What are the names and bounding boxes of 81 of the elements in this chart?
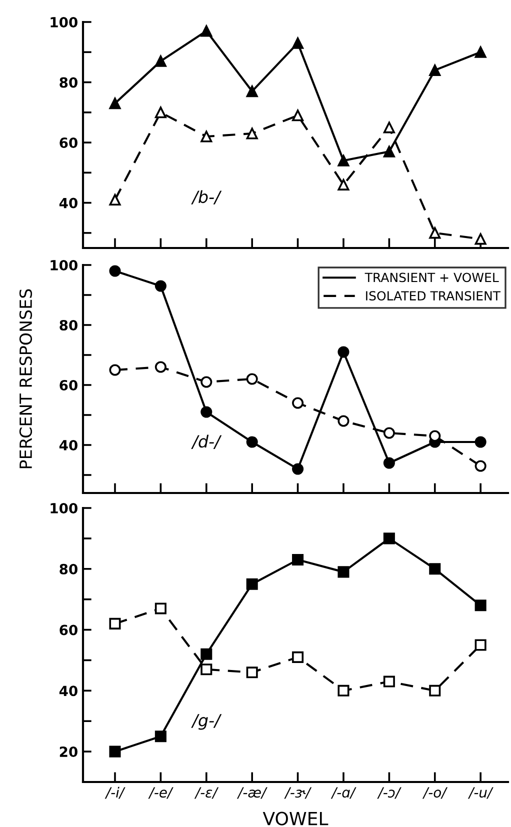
legend-label: TRANSIENT + VOWEL [364,272,499,282]
point [292,554,304,566]
y-tick-label: 20 [60,746,78,758]
point [474,436,486,448]
point [246,578,258,590]
x-axis-title: VOWEL [262,812,328,826]
y-tick-label: 80 [60,77,78,88]
point [338,346,350,358]
point [154,730,166,742]
point [292,37,304,49]
y-tick-label: 40 [59,198,78,208]
point [154,602,166,614]
y-axis-title: PERCENT RESPONSES [19,289,32,468]
y-tick-label: 40 [59,440,78,450]
point [474,46,486,58]
point [200,406,212,418]
x-tick-label: /-i/ [104,786,126,799]
annotation: /b-/ [191,190,222,204]
point [429,64,441,76]
point [154,55,166,67]
point [109,746,121,758]
point [383,457,395,469]
y-tick-label: 40 [59,686,78,696]
point [200,376,212,388]
y-tick-label: 80 [60,564,78,574]
point [200,648,212,660]
annotation: /g-/ [191,714,222,730]
y-tick-label: 60 [60,624,78,636]
x-tick-label: /-ɛ/ [194,787,219,799]
point [109,98,121,110]
point [338,415,350,427]
y-tick-label: 80 [60,320,78,330]
point [383,532,395,544]
point [383,676,395,688]
point [292,397,304,409]
point [246,666,258,678]
point [154,106,166,118]
point [474,460,486,472]
point [200,664,212,676]
x-tick-label: /-u/ [468,787,494,799]
point [429,227,441,239]
point [474,639,486,651]
point [292,110,304,122]
x-tick-label: /-o/ [422,787,448,799]
point [383,427,395,439]
point [429,563,441,575]
point [200,25,212,37]
point [292,651,304,663]
point [246,128,258,140]
point [246,436,258,448]
point [338,154,350,166]
x-tick-label: /-æ/ [236,787,268,799]
y-tick-label: 100 [50,16,78,28]
point [246,86,258,98]
y-tick-label: 100 [50,502,78,514]
point [338,566,350,578]
annotation: /d-/ [191,434,222,449]
point [154,280,166,292]
y-tick-label: 60 [60,138,78,148]
point [429,684,441,696]
point [338,178,350,190]
x-tick-label: /-ɔ/ [377,787,402,799]
point [154,361,166,373]
point [109,618,121,630]
point [109,364,121,376]
x-tick-label: /-ɝ/ [284,787,312,799]
point [200,130,212,142]
y-tick-label: 60 [60,380,78,390]
point [109,194,121,206]
point [292,463,304,475]
point [383,146,395,158]
point [474,600,486,612]
point [246,373,258,385]
point [109,265,121,277]
x-tick-label: /-ɑ/ [330,787,356,799]
legend-label: ISOLATED TRANSIENT [366,291,501,301]
point [383,122,395,134]
y-tick-label: 100 [50,260,78,270]
point [338,684,350,696]
point [474,233,486,245]
x-tick-label: /-e/ [148,787,174,799]
